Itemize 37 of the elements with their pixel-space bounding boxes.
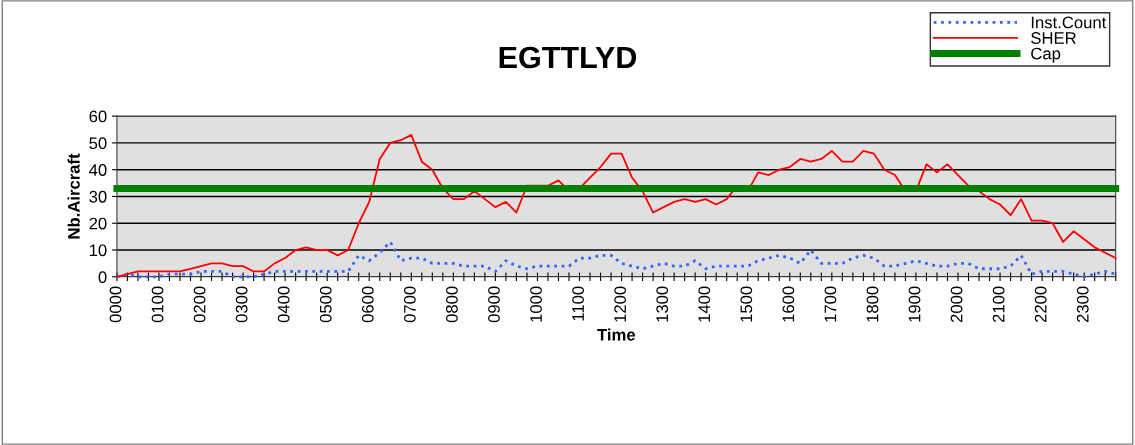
x-tick-label: 2300 xyxy=(1076,286,1089,323)
x-tick-label: 0500 xyxy=(319,286,332,323)
y-axis-title: Nb.Aircraft xyxy=(67,153,80,239)
x-tick-label: 0000 xyxy=(109,286,122,323)
x-tick-label: 1700 xyxy=(824,286,837,322)
x-tick-label: 0100 xyxy=(151,286,164,323)
x-tick-label: 0200 xyxy=(193,286,206,323)
legend-label: Inst.Count xyxy=(1031,16,1107,29)
y-tick-label: 50 xyxy=(89,137,107,150)
x-tick-label: 0700 xyxy=(403,286,416,323)
x-tick-label: 1800 xyxy=(866,286,879,322)
x-tick-label: 1000 xyxy=(530,286,542,322)
x-tick-label: 0800 xyxy=(446,286,458,323)
y-tick-label: 0 xyxy=(98,271,107,283)
x-tick-label: 0600 xyxy=(361,286,374,323)
x-tick-label: 1200 xyxy=(614,286,627,322)
x-tick-label: 2100 xyxy=(992,286,1005,323)
x-tick-label: 2200 xyxy=(1034,286,1047,323)
chart-title: EGTTLYD xyxy=(499,46,637,69)
x-tick-label: 0300 xyxy=(235,286,248,323)
x-tick-label: 0400 xyxy=(277,286,290,323)
x-axis-title: Time xyxy=(597,328,636,341)
legend-label: SHER xyxy=(1031,32,1076,44)
y-tick-label: 10 xyxy=(89,244,107,257)
x-tick-label: 1600 xyxy=(782,286,795,322)
x-tick-label: 1500 xyxy=(740,286,753,322)
x-tick-label: 1100 xyxy=(572,286,584,321)
x-tick-label: 1400 xyxy=(698,286,711,322)
x-tick-label: 0900 xyxy=(488,286,500,323)
y-tick-label: 60 xyxy=(89,110,107,123)
y-tick-label: 30 xyxy=(89,190,107,203)
y-tick-label: 40 xyxy=(89,164,107,176)
y-tick-label: 20 xyxy=(89,217,107,230)
x-tick-label: 2000 xyxy=(950,286,963,323)
x-tick-label: 1300 xyxy=(656,286,669,322)
legend-label: Cap xyxy=(1031,47,1061,63)
x-tick-label: 1900 xyxy=(908,286,921,322)
